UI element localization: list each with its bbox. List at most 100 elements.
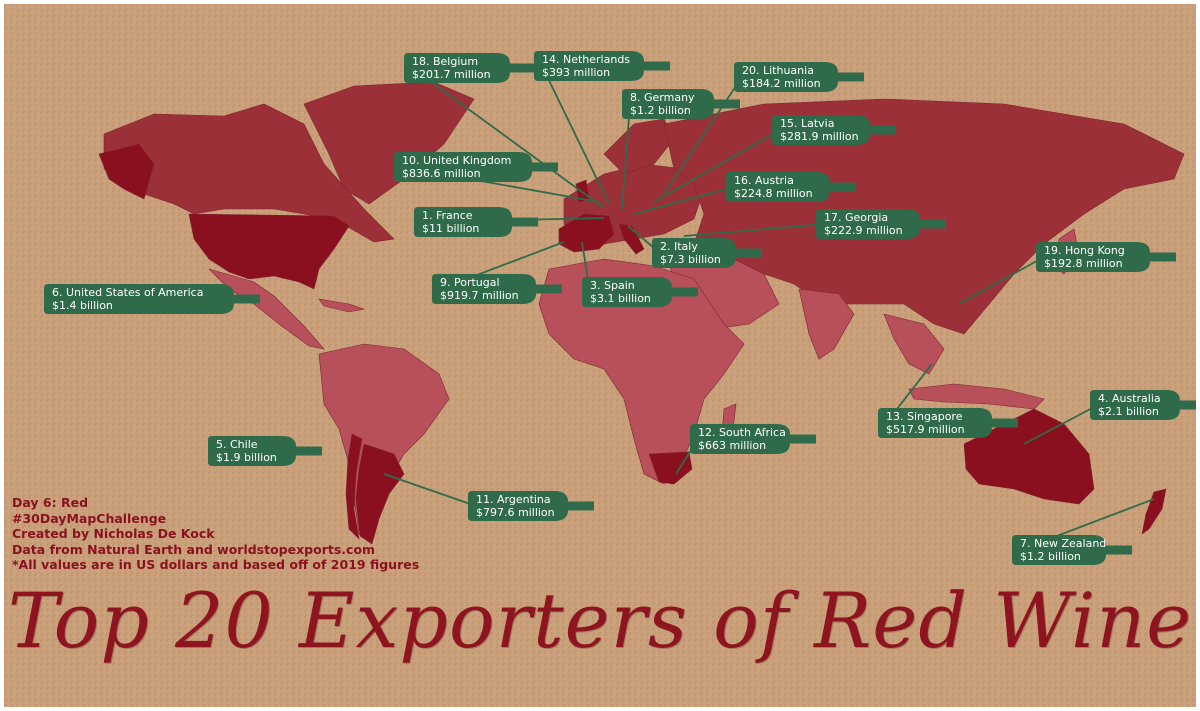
uk	[575, 179, 590, 203]
exporter-value: $222.9 million	[824, 224, 903, 237]
exporter-value: $919.7 million	[440, 289, 519, 302]
wine-bottle-icon	[432, 274, 562, 304]
exporter-name: 14. Netherlands	[542, 53, 630, 66]
exporter-name: 18. Belgium	[412, 55, 478, 68]
exporter-name: 15. Latvia	[780, 117, 834, 130]
credits-block: Day 6: Red #30DayMapChallenge Created by…	[12, 495, 419, 573]
exporter-value: $1.4 billion	[52, 299, 113, 312]
exporter-name: 9. Portugal	[440, 276, 500, 289]
exporter-name: 4. Australia	[1098, 392, 1161, 405]
bottle-label: 20. Lithuania$184.2 million	[734, 62, 864, 92]
exporter-name: 12. South Africa	[698, 426, 786, 439]
south-africa	[648, 451, 693, 485]
france-iberia	[558, 213, 615, 253]
bottle-label: 17. Georgia$222.9 million	[816, 209, 946, 239]
wine-bottle-icon	[878, 408, 1018, 438]
exporter-value: $281.9 million	[780, 130, 859, 143]
bottle-label: 7. New Zealand$1.2 billion	[1012, 535, 1132, 565]
exporter-name: 7. New Zealand	[1020, 537, 1106, 550]
wine-bottle-icon	[44, 284, 260, 314]
exporter-value: $836.6 million	[402, 167, 481, 180]
exporter-value: $393 million	[542, 66, 610, 79]
alaska	[98, 143, 155, 200]
wine-bottle-icon	[414, 207, 538, 237]
bottle-label: 10. United Kingdom$836.6 million	[394, 152, 558, 182]
leader-line	[541, 65, 610, 205]
map-frame: 1. France $11 billion 2. Italy $7.3 billion…	[4, 4, 1196, 707]
exporter-value: $201.7 million	[412, 68, 491, 81]
exporter-name: 20. Lithuania	[742, 64, 814, 77]
wine-bottle-icon	[394, 152, 558, 182]
credit-line-note: *All values are in US dollars and based …	[12, 557, 420, 572]
leader-line	[383, 473, 477, 507]
leader-line	[663, 76, 743, 195]
bottle-label: 15. Latvia$281.9 million	[772, 115, 896, 145]
wine-bottle-icon	[652, 238, 762, 268]
exporter-name: 19. Hong Kong	[1044, 244, 1125, 257]
bottle-label: 2. Italy$7.3 billion	[652, 238, 762, 268]
exporter-value: $663 million	[698, 439, 766, 452]
exporter-value: $1.2 billion	[1020, 550, 1081, 563]
exporter-name: 3. Spain	[590, 279, 635, 292]
usa	[188, 213, 350, 290]
wine-bottle-icon	[1090, 390, 1196, 420]
india	[798, 288, 855, 360]
bottle-label: 1. France$11 billion	[414, 207, 538, 237]
exporter-value: $2.1 billion	[1098, 405, 1159, 418]
exporter-value: $224.8 million	[734, 187, 813, 200]
wine-bottle-icon	[404, 53, 536, 83]
map-title: Top 20 Exporters of Red Wine	[7, 576, 1193, 665]
argentina	[355, 443, 405, 545]
wine-bottle-icon	[816, 209, 946, 239]
bottle-label: 16. Austria$224.8 million	[726, 172, 856, 202]
wine-bottle-icon	[1036, 242, 1176, 272]
bottle-label: 3. Spain$3.1 billion	[582, 277, 698, 307]
exporter-value: $3.1 billion	[590, 292, 651, 305]
bottle-label: 6. United States of America$1.4 billion	[44, 284, 260, 314]
exporter-name: 6. United States of America	[52, 286, 203, 299]
exporter-name: 17. Georgia	[824, 211, 888, 224]
bottle-label: 8. Germany$1.2 billion	[622, 89, 740, 119]
leader-line	[683, 223, 825, 237]
bottle-label: 19. Hong Kong$192.8 million	[1036, 242, 1176, 272]
world-map: 1. France$11 billion 2. Italy$7.3 billion…	[4, 4, 1196, 707]
exporter-name: 2. Italy	[660, 240, 698, 253]
land-group	[98, 81, 1185, 545]
exporter-name: 10. United Kingdom	[402, 154, 511, 167]
exporter-value: $11 billion	[422, 222, 479, 235]
bottle-labels: 1. France$11 billion 2. Italy$7.3 billion…	[44, 51, 1196, 565]
exporter-value: $184.2 million	[742, 77, 821, 90]
wine-bottle-icon	[772, 115, 896, 145]
australia	[963, 408, 1095, 505]
credit-line-author: Created by Nicholas De Kock	[12, 526, 215, 541]
wine-bottle-icon	[468, 491, 594, 521]
exporter-value: $797.6 million	[476, 506, 555, 519]
wine-bottle-icon	[1012, 535, 1132, 565]
exporter-value: $517.9 million	[886, 423, 965, 436]
caribbean	[318, 298, 366, 313]
new-zealand	[1141, 488, 1167, 535]
leader-line	[653, 129, 781, 203]
exporter-name: 13. Singapore	[886, 410, 963, 423]
bottle-label: 5. Chile$1.9 billion	[208, 436, 322, 466]
bottle-label: 14. Netherlands$393 million	[534, 51, 670, 81]
leader-line	[1023, 404, 1099, 445]
credit-line-source: Data from Natural Earth and worldstopexp…	[12, 541, 376, 557]
leader-line	[958, 256, 1045, 305]
wine-bottle-icon	[690, 424, 816, 454]
bottle-label: 18. Belgium$201.7 million	[404, 53, 536, 83]
exporter-value: $1.2 billion	[630, 104, 691, 117]
southeast-asia	[883, 313, 945, 375]
exporter-value: $1.9 billion	[216, 451, 277, 464]
chile	[345, 433, 363, 540]
wine-bottle-icon	[726, 172, 856, 202]
bottle-label: 13. Singapore$517.9 million	[878, 408, 1018, 438]
credit-line-day: Day 6: Red	[12, 495, 89, 510]
exporter-name: 8. Germany	[630, 91, 695, 104]
exporter-value: $7.3 billion	[660, 253, 721, 266]
bottle-label: 12. South Africa$663 million	[690, 424, 816, 454]
wine-bottle-icon	[582, 277, 698, 307]
wine-bottle-icon	[208, 436, 322, 466]
exporter-value: $192.8 million	[1044, 257, 1123, 270]
exporter-name: 11. Argentina	[476, 493, 551, 506]
